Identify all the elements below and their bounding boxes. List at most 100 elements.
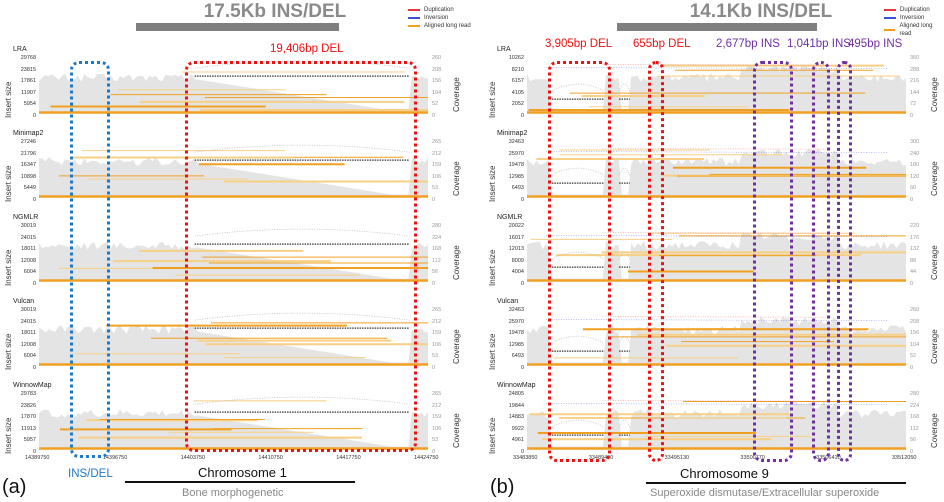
panel-b-title: 14.1Kb INS/DEL — [689, 1, 833, 22]
panel-a-legend: Duplication Inversion Aligned long read — [408, 6, 471, 30]
panel-b-legend: Duplication Inversion Aligned long read — [884, 6, 944, 38]
inversion-link — [545, 319, 888, 321]
coverage-tick: 53 — [432, 185, 439, 191]
x-axis-tick: 33512050 — [892, 454, 917, 461]
panel-b-gene-bar — [646, 482, 906, 484]
del-highlight-box-2 — [648, 61, 664, 462]
insert-size-tick: 0 — [32, 280, 36, 287]
alignment-track-plot — [39, 228, 428, 282]
coverage-tick: 0 — [432, 364, 436, 371]
split-read-arc — [194, 144, 410, 153]
insert-size-tick: 18011 — [21, 330, 36, 336]
track-name: LRA — [497, 46, 511, 53]
coverage-area — [527, 401, 906, 450]
coverage-tick: 260 — [432, 55, 442, 61]
insert-size-tick: 6493 — [511, 353, 524, 359]
insert-size-tick: 19478 — [508, 162, 524, 168]
insert-size-tick: 16017 — [508, 234, 524, 241]
inversion-link — [545, 235, 888, 237]
insert-size-tick: 10262 — [508, 55, 524, 61]
coverage-area — [39, 73, 428, 114]
ins-highlight-box-1 — [753, 61, 793, 462]
coverage-tick: 0 — [910, 448, 914, 455]
insert-size-tick: 0 — [520, 196, 524, 203]
del-highlight-box — [185, 61, 417, 452]
x-axis-tick: 33489490 — [588, 454, 614, 461]
coverage-tick: 159 — [432, 162, 442, 168]
coverage-tick: 53 — [432, 353, 439, 359]
panel-b-label: (b) — [490, 476, 515, 498]
insert-size-tick: 32463 — [508, 139, 524, 145]
split-read-arc — [618, 83, 631, 92]
coverage-tick: 224 — [910, 402, 920, 409]
coverage-tick: 159 — [432, 414, 442, 420]
coverage-tick: 88 — [910, 257, 917, 264]
coverage-tick: 112 — [432, 257, 441, 264]
coverage-tick: 0 — [432, 448, 436, 455]
coverage-tick: 0 — [432, 196, 436, 203]
track-name: Vulcan — [13, 298, 35, 305]
insert-size-tick: 5449 — [23, 185, 36, 191]
coverage-tick: 106 — [432, 341, 442, 348]
insert-size-tick: 6004 — [23, 353, 36, 359]
insert-size-tick: 19478 — [508, 330, 524, 336]
coverage-tick: 52 — [910, 353, 917, 359]
legend-item-aligned-read: Aligned long read — [884, 22, 944, 38]
coverage-tick: 53 — [432, 437, 439, 443]
insert-size-tick: 8009 — [511, 257, 524, 264]
insert-size-tick: 23815 — [20, 66, 36, 73]
legend-item-duplication: Duplication — [884, 6, 944, 14]
insert-size-tick: 12013 — [508, 246, 524, 252]
insert-size-tick: 23826 — [20, 402, 36, 409]
sv-label-ins-2: 1,041bp INS — [787, 38, 851, 50]
del-highlight-box-1 — [548, 61, 611, 462]
insert-size-tick: 4105 — [511, 89, 524, 96]
insert-size-tick: 21796 — [20, 150, 36, 157]
coverage-tick: 216 — [910, 78, 920, 84]
duplication-swatch — [408, 9, 420, 11]
insert-size-tick: 12985 — [508, 341, 524, 348]
insert-size-tick: 4004 — [511, 269, 524, 275]
coverage-tick: 156 — [910, 330, 920, 336]
duplication-link — [602, 400, 831, 402]
ins-highlight-box-2 — [812, 61, 830, 462]
track-name: NGMLR — [13, 214, 39, 221]
insert-size-tick: 2052 — [511, 101, 524, 107]
insert-size-tick: 27246 — [20, 139, 36, 145]
insert-size-tick: 32463 — [508, 307, 524, 313]
insert-size-tick: 17861 — [20, 78, 36, 84]
insert-size-tick: 25970 — [508, 150, 524, 157]
coverage-tick: 360 — [910, 55, 920, 61]
alignment-track-plot — [39, 396, 428, 450]
alignment-track-plot — [39, 312, 428, 366]
coverage-tick: 208 — [910, 318, 920, 325]
insert-size-tick: 19844 — [508, 402, 524, 409]
alignment-track-plot — [527, 232, 906, 282]
aligned-read-swatch — [408, 25, 420, 27]
insert-size-tick: 24015 — [20, 318, 36, 325]
x-axis-tick: 33483850 — [513, 454, 538, 461]
insert-size-tick: 5957 — [23, 437, 36, 443]
coverage-tick: 56 — [432, 269, 439, 275]
track-name: Minimap2 — [13, 130, 44, 137]
sv-label-del-1: 3,905bp DEL — [545, 38, 613, 50]
split-read-arc — [194, 312, 410, 321]
coverage-tick: 168 — [910, 414, 920, 420]
duplication-link — [602, 316, 831, 318]
coverage-tick: 120 — [910, 173, 920, 180]
aligned-read-swatch — [884, 29, 896, 31]
insert-size-tick: 29768 — [20, 55, 36, 61]
insert-size-tick: 10898 — [20, 173, 36, 180]
x-axis-tick: 33495130 — [664, 454, 690, 461]
insert-size-tick: 18011 — [21, 246, 36, 252]
coverage-tick: 0 — [432, 112, 436, 119]
duplication-link — [602, 64, 831, 66]
legend-label: Duplication — [900, 7, 930, 13]
coverage-tick: 168 — [432, 246, 442, 252]
inversion-swatch — [884, 17, 896, 19]
insert-size-tick: 20022 — [508, 223, 524, 229]
panel-a-title-bar — [136, 23, 339, 31]
insert-size-tick: 30019 — [20, 223, 36, 229]
duplication-swatch — [884, 9, 896, 11]
legend-item-inversion: Inversion — [408, 14, 471, 22]
